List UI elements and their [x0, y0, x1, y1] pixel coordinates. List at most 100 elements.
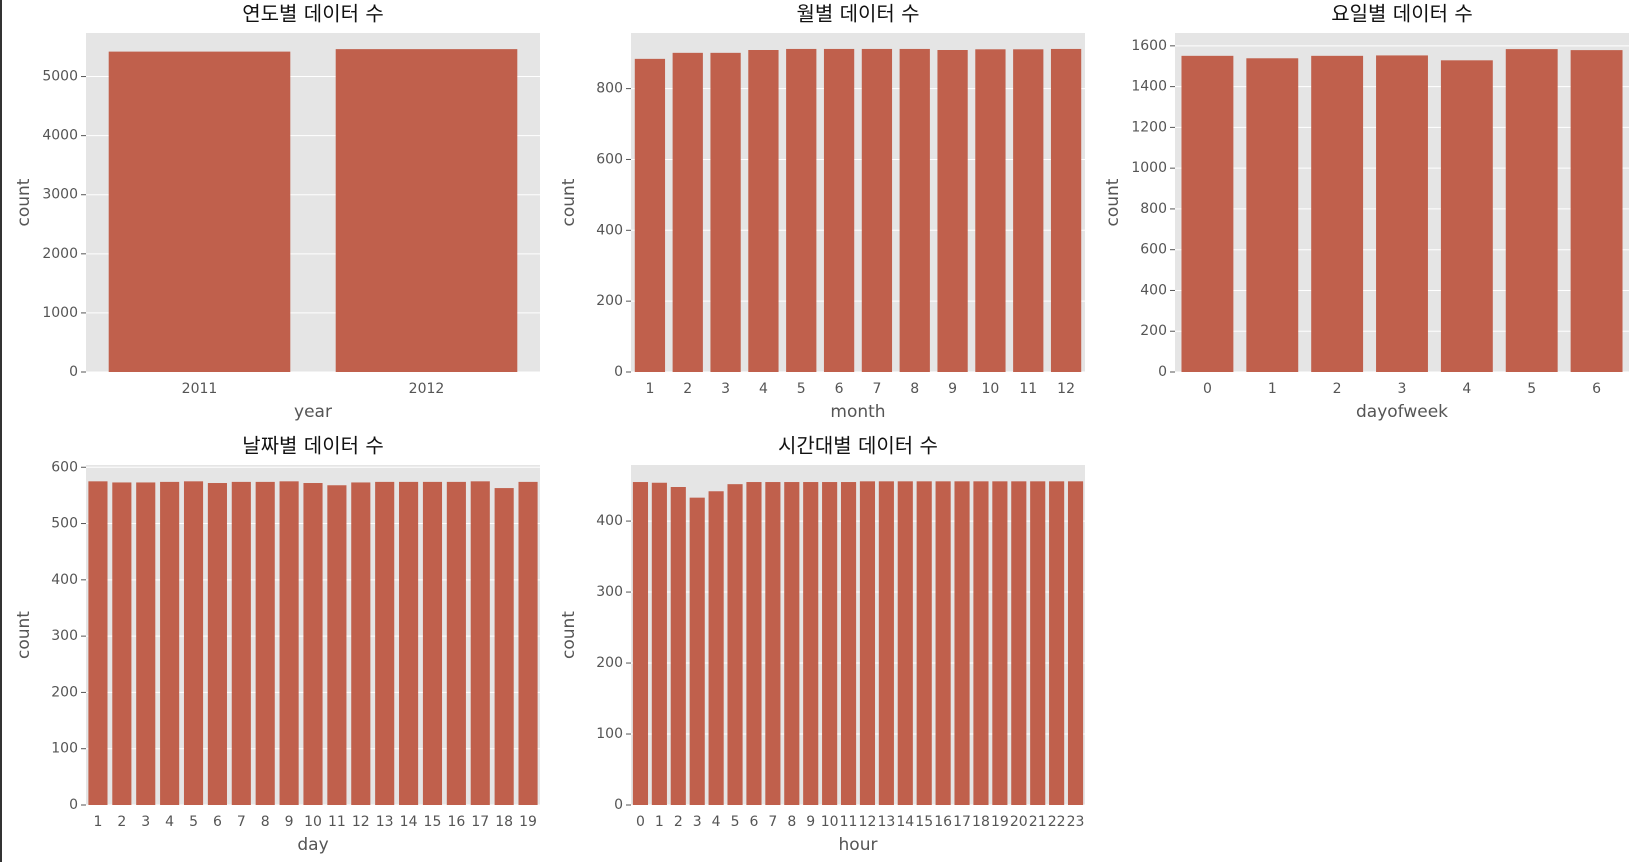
x-tick-label: 2011: [182, 381, 218, 397]
subplot-title: 연도별 데이터 수: [242, 2, 384, 26]
y-axis-label: count: [14, 611, 34, 659]
bar: [689, 497, 705, 805]
x-tick-label: 2: [1333, 381, 1342, 397]
y-tick-label: 200: [596, 655, 623, 671]
bar: [727, 484, 743, 805]
x-tick-label: 10: [982, 381, 1000, 397]
x-tick-label: 8: [910, 381, 919, 397]
bar: [422, 481, 443, 805]
y-axis-label: count: [559, 178, 579, 226]
bar: [279, 481, 299, 805]
y-tick-label: 5000: [42, 69, 78, 85]
bar: [670, 487, 686, 805]
y-axis-label: count: [559, 611, 579, 659]
x-tick-label: 12: [1057, 381, 1075, 397]
bar: [351, 482, 371, 805]
y-tick-label: 0: [614, 797, 623, 813]
bar: [183, 481, 204, 805]
x-tick-label: 15: [915, 814, 933, 830]
x-tick-label: 6: [213, 814, 222, 830]
bar: [632, 482, 649, 805]
x-tick-label: 6: [1592, 381, 1601, 397]
y-tick-label: 4000: [42, 128, 78, 144]
bar: [399, 481, 419, 805]
x-axis-label: day: [297, 835, 328, 855]
x-tick-label: 23: [1067, 814, 1085, 830]
bar: [897, 481, 913, 805]
bar: [878, 481, 894, 805]
bar: [88, 481, 108, 805]
bar: [823, 48, 855, 373]
bar: [1013, 49, 1044, 372]
x-tick-label: 3: [721, 381, 730, 397]
x-tick-label: 21: [1029, 814, 1047, 830]
subplot-title: 요일별 데이터 수: [1331, 2, 1473, 26]
bar: [899, 48, 930, 373]
y-tick-label: 100: [596, 726, 623, 742]
subplot-title: 날짜별 데이터 수: [242, 434, 384, 458]
x-tick-label: 4: [712, 814, 721, 830]
bar: [207, 483, 227, 805]
x-tick-label: 17: [471, 814, 489, 830]
bar: [765, 482, 781, 805]
plot-background: [631, 465, 1085, 805]
x-tick-label: 14: [400, 814, 418, 830]
bar: [822, 482, 838, 805]
x-tick-label: 9: [285, 814, 294, 830]
x-tick-label: 0: [1203, 381, 1212, 397]
x-tick-label: 7: [768, 814, 777, 830]
bar: [784, 482, 800, 805]
x-tick-label: 11: [1019, 381, 1037, 397]
bar: [335, 49, 518, 373]
bar: [973, 481, 989, 805]
y-tick-label: 200: [596, 293, 623, 309]
x-tick-label: 13: [376, 814, 394, 830]
bar: [746, 482, 762, 805]
bar: [1067, 481, 1084, 805]
bar: [954, 481, 970, 805]
y-tick-label: 400: [596, 222, 623, 238]
bar: [672, 52, 703, 373]
x-tick-label: 3: [1398, 381, 1407, 397]
bar: [748, 50, 779, 372]
x-axis-label: year: [294, 402, 332, 422]
bar: [935, 481, 951, 805]
y-tick-label: 0: [614, 364, 623, 380]
x-tick-label: 5: [731, 814, 740, 830]
bar: [916, 481, 932, 805]
y-tick-label: 800: [596, 81, 623, 97]
bar: [859, 481, 876, 805]
bar: [303, 483, 323, 805]
bar: [1311, 55, 1364, 373]
y-tick-label: 600: [596, 151, 623, 167]
bar: [1049, 481, 1065, 805]
x-tick-label: 11: [328, 814, 346, 830]
x-tick-label: 22: [1048, 814, 1066, 830]
x-tick-label: 7: [237, 814, 246, 830]
y-tick-label: 400: [596, 513, 623, 529]
bar: [470, 481, 490, 805]
bar: [160, 481, 180, 805]
x-tick-label: 2: [117, 814, 126, 830]
x-tick-label: 2: [674, 814, 683, 830]
y-tick-label: 1000: [42, 305, 78, 321]
x-tick-label: 11: [840, 814, 858, 830]
x-tick-label: 3: [693, 814, 702, 830]
x-tick-label: 6: [835, 381, 844, 397]
x-tick-label: 9: [806, 814, 815, 830]
x-tick-label: 6: [749, 814, 758, 830]
x-tick-label: 19: [991, 814, 1009, 830]
plot-background: [631, 33, 1085, 372]
x-tick-label: 15: [424, 814, 442, 830]
y-tick-label: 0: [69, 364, 78, 380]
y-tick-label: 300: [596, 584, 623, 600]
x-tick-label: 8: [787, 814, 796, 830]
x-tick-label: 10: [304, 814, 322, 830]
bar: [1011, 481, 1027, 805]
bar: [108, 51, 291, 372]
bar: [112, 482, 132, 805]
x-tick-label: 14: [896, 814, 914, 830]
bar: [446, 481, 466, 805]
x-tick-label: 16: [934, 814, 952, 830]
